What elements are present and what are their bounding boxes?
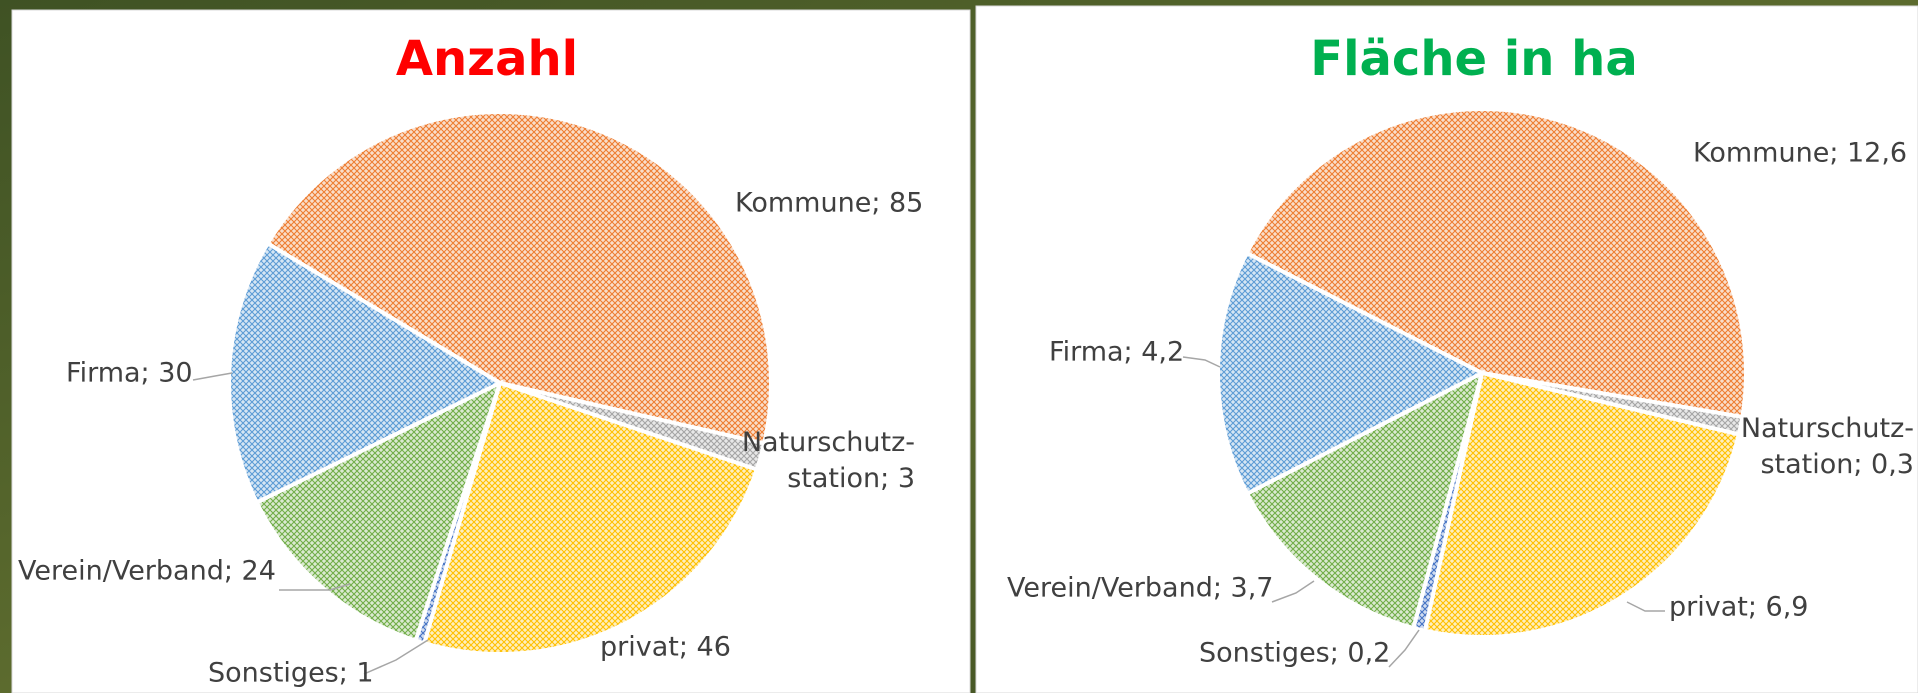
data-label: Sonstiges; 1 — [208, 658, 374, 689]
page: AnzahlKommune; 85Naturschutz-station; 3p… — [0, 0, 1918, 693]
data-label: Sonstiges; 0,2 — [1199, 638, 1390, 669]
chart-title: Fläche in ha — [1310, 31, 1637, 87]
chart-area: AnzahlKommune; 85Naturschutz-station; 3p… — [0, 0, 1918, 693]
data-label: privat; 6,9 — [1669, 592, 1808, 623]
data-label: Verein/Verband; 3,7 — [1007, 573, 1273, 604]
data-label: Verein/Verband; 24 — [18, 556, 276, 587]
data-label: Kommune; 12,6 — [1693, 138, 1907, 169]
data-label: privat; 46 — [600, 632, 731, 663]
data-label: Kommune; 85 — [735, 188, 923, 219]
chart-title: Anzahl — [396, 31, 578, 87]
data-label: Firma; 30 — [66, 358, 193, 389]
data-label: Firma; 4,2 — [1049, 337, 1184, 368]
